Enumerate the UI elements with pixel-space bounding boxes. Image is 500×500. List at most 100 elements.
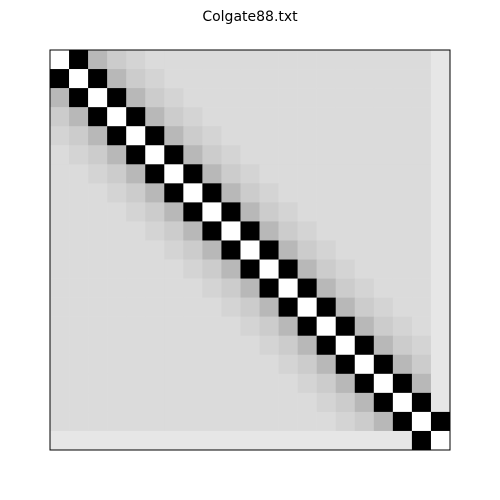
heatmap-cell [88, 221, 108, 241]
heatmap-cell [164, 202, 184, 222]
heatmap-cell [335, 392, 356, 413]
heatmap-cell [316, 164, 337, 184]
heatmap-cell [373, 278, 394, 298]
heatmap-cell [183, 373, 203, 394]
heatmap-cell [373, 107, 394, 127]
heatmap-cell [278, 278, 298, 298]
heatmap-cell [297, 335, 317, 356]
heatmap-cell [278, 202, 298, 222]
heatmap-cell [126, 278, 146, 298]
heatmap-cell [202, 183, 222, 203]
heatmap-cell [335, 69, 356, 89]
heatmap-cell [145, 278, 165, 298]
heatmap-cell [430, 278, 451, 298]
heatmap-cell [278, 164, 298, 184]
heatmap-cell [50, 164, 70, 184]
heatmap-cell [373, 240, 394, 260]
heatmap-cell [164, 183, 184, 203]
heatmap-cell [183, 164, 203, 184]
heatmap-cell [297, 411, 317, 432]
heatmap-cell [278, 354, 298, 375]
heatmap-cell [107, 297, 127, 317]
heatmap-cell [221, 88, 241, 108]
heatmap-cell [50, 297, 70, 317]
heatmap-cell [69, 297, 89, 317]
heatmap-cell [145, 354, 165, 375]
heatmap-cell [50, 411, 70, 432]
heatmap-cell [411, 278, 432, 298]
heatmap-cell [430, 411, 451, 432]
heatmap-cell [164, 259, 184, 279]
heatmap-cell [278, 259, 298, 279]
heatmap-cell [240, 202, 260, 222]
heatmap-cell [183, 107, 203, 127]
heatmap-cell [107, 126, 127, 146]
heatmap-cell [183, 221, 203, 241]
heatmap-cell [107, 430, 127, 451]
heatmap-cell [411, 69, 432, 89]
heatmap-cell [430, 297, 451, 317]
heatmap-cell [69, 354, 89, 375]
heatmap-cell [88, 107, 108, 127]
heatmap-cell [316, 392, 337, 413]
heatmap-cell [221, 430, 241, 451]
heatmap-cell [240, 335, 260, 356]
heatmap-cell [335, 202, 356, 222]
heatmap-cell [392, 316, 413, 337]
heatmap-cell [354, 145, 375, 165]
heatmap-cell [297, 183, 317, 203]
heatmap-cell [297, 392, 317, 413]
heatmap-cell [202, 145, 222, 165]
heatmap-cell [316, 335, 337, 356]
heatmap-cell [126, 164, 146, 184]
heatmap-cell [392, 69, 413, 89]
heatmap-cell [335, 316, 356, 337]
heatmap-cell [221, 297, 241, 317]
heatmap-cell [69, 259, 89, 279]
heatmap-cell [259, 430, 279, 451]
heatmap-cell [221, 278, 241, 298]
heatmap-cell [240, 392, 260, 413]
heatmap-cell [202, 50, 222, 70]
heatmap-cell [50, 202, 70, 222]
heatmap-cell [88, 145, 108, 165]
heatmap-cell [164, 430, 184, 451]
heatmap-cell [354, 335, 375, 356]
heatmap-cell [430, 164, 451, 184]
heatmap-cell [240, 221, 260, 241]
heatmap-cell [430, 316, 451, 337]
heatmap-cell [88, 278, 108, 298]
heatmap-cell [69, 107, 89, 127]
heatmap-cell [430, 69, 451, 89]
heatmap-cell [69, 221, 89, 241]
heatmap-cell [373, 50, 394, 70]
heatmap-cell [107, 50, 127, 70]
heatmap-cell [430, 430, 451, 451]
heatmap-cell [88, 335, 108, 356]
heatmap-cell [392, 164, 413, 184]
heatmap-cell [221, 107, 241, 127]
heatmap-cell [50, 221, 70, 241]
heatmap-cell [354, 373, 375, 394]
heatmap-cell [354, 221, 375, 241]
heatmap-cell [126, 221, 146, 241]
heatmap-cell [316, 221, 337, 241]
heatmap-cell [202, 373, 222, 394]
heatmap-cell [316, 50, 337, 70]
heatmap-cell [145, 430, 165, 451]
heatmap-cell [316, 126, 337, 146]
heatmap-cell [297, 354, 317, 375]
heatmap-cell [183, 430, 203, 451]
heatmap-cell [240, 259, 260, 279]
heatmap-cell [69, 164, 89, 184]
heatmap-cell [373, 373, 394, 394]
heatmap-cell [430, 183, 451, 203]
heatmap-cell [259, 411, 279, 432]
heatmap-cell [240, 411, 260, 432]
heatmap-cell [50, 430, 70, 451]
heatmap-cell [164, 278, 184, 298]
heatmap-cell [240, 107, 260, 127]
heatmap-cell [316, 259, 337, 279]
heatmap-cell [335, 183, 356, 203]
heatmap-cell [183, 354, 203, 375]
